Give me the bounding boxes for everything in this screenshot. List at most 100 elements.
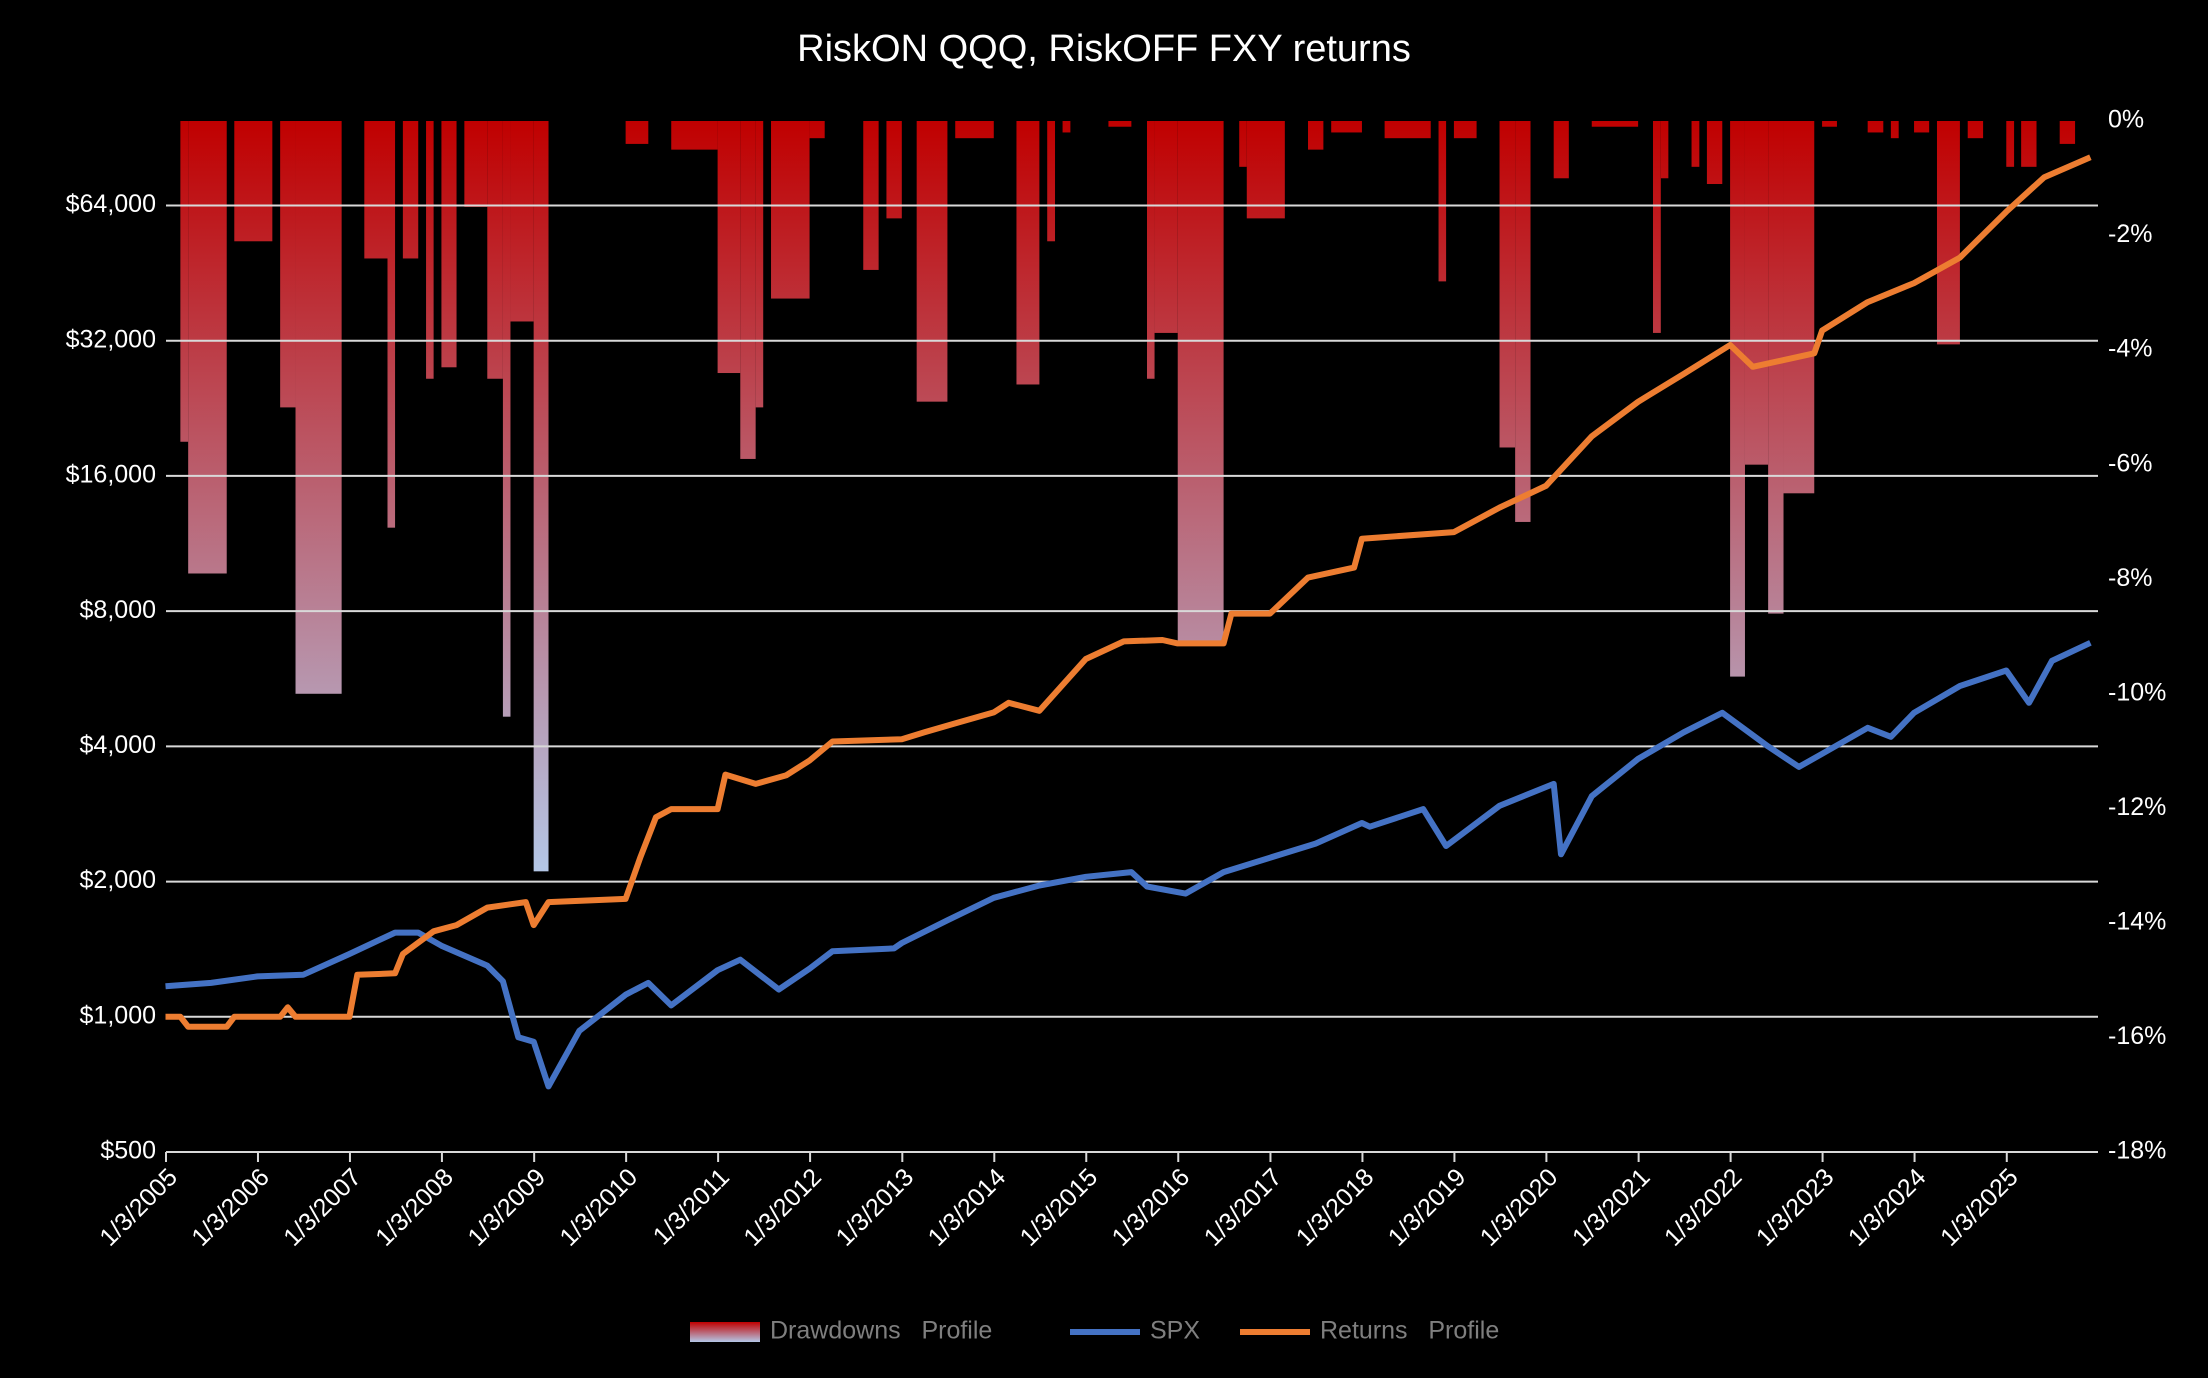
x-tick-label: 1/3/2020 xyxy=(1475,1163,1564,1252)
y2-tick-label: -6% xyxy=(2108,449,2152,477)
drawdown-bar xyxy=(1499,121,1516,448)
series-line xyxy=(165,154,2092,1030)
y2-tick-label: 0% xyxy=(2108,106,2144,134)
drawdown-bar xyxy=(717,121,741,374)
drawdown-bar xyxy=(1239,121,1247,167)
drawdown-bar xyxy=(364,121,388,259)
drawdown-bar xyxy=(1016,121,1040,385)
y-tick-label: $16,000 xyxy=(66,461,156,489)
drawdown-bar xyxy=(1384,121,1431,139)
drawdown-bar xyxy=(1246,121,1285,219)
drawdown-bar xyxy=(2021,121,2037,167)
y2-tick-label: -10% xyxy=(2108,678,2166,706)
drawdown-bar xyxy=(755,121,764,408)
drawdown-bar xyxy=(1652,121,1661,333)
drawdown-bar xyxy=(234,121,273,242)
drawdown-bar xyxy=(809,121,825,139)
y-tick-label: $1,000 xyxy=(80,1001,156,1029)
drawdown-bar xyxy=(1453,121,1477,139)
drawdown-bar xyxy=(1308,121,1324,150)
drawdown-bar xyxy=(1146,121,1155,379)
x-tick-label: 1/3/2005 xyxy=(94,1163,183,1252)
drawdown-bar xyxy=(1822,121,1837,127)
y2-tick-label: -4% xyxy=(2108,335,2152,363)
x-tick-label: 1/3/2013 xyxy=(831,1163,920,1252)
y-tick-label: $8,000 xyxy=(80,596,156,624)
x-tick-label: 1/3/2009 xyxy=(462,1163,551,1252)
drawdown-bar xyxy=(886,121,902,219)
x-tick-label: 1/3/2022 xyxy=(1659,1163,1748,1252)
drawdown-bar xyxy=(1936,121,1960,345)
x-tick-label: 1/3/2014 xyxy=(923,1163,1012,1252)
drawdown-bar xyxy=(1730,121,1745,677)
drawdown-bar xyxy=(188,121,227,574)
drawdown-bar xyxy=(916,121,948,402)
drawdown-bar xyxy=(1867,121,1884,133)
y2-tick-label: -12% xyxy=(2108,793,2166,821)
drawdown-bar xyxy=(1331,121,1362,133)
drawdown-bar xyxy=(1047,121,1056,242)
y2-tick-label: -2% xyxy=(2108,220,2152,248)
x-tick-label: 1/3/2017 xyxy=(1199,1163,1288,1252)
drawdown-bar xyxy=(740,121,756,459)
drawdown-bar xyxy=(671,121,718,150)
x-tick-label: 1/3/2018 xyxy=(1291,1163,1380,1252)
legend-label: Returns Profile xyxy=(1320,1317,1499,1345)
y-tick-label: $32,000 xyxy=(66,325,156,353)
series-line xyxy=(165,640,2092,1090)
drawdown-bar xyxy=(510,121,534,322)
legend-label: SPX xyxy=(1150,1317,1200,1345)
x-tick-label: 1/3/2021 xyxy=(1567,1163,1656,1252)
drawdown-bar xyxy=(502,121,511,717)
drawdown-bar xyxy=(280,121,296,408)
drawdown-bar xyxy=(1515,121,1531,522)
y-tick-label: $2,000 xyxy=(80,866,156,894)
drawdown-bar xyxy=(1591,121,1639,127)
x-tick-label: 1/3/2010 xyxy=(554,1163,643,1252)
drawdown-bar xyxy=(1967,121,1984,139)
y-tick-label: $64,000 xyxy=(66,190,156,218)
drawdown-bar xyxy=(1706,121,1723,185)
x-tick-label: 1/3/2012 xyxy=(738,1163,827,1252)
legend-label: Drawdowns Profile xyxy=(770,1317,992,1345)
x-tick-label: 1/3/2008 xyxy=(370,1163,459,1252)
drawdown-bar xyxy=(387,121,396,528)
drawdown-bar xyxy=(1691,121,1700,167)
drawdown-bar xyxy=(1108,121,1132,127)
drawdown-bar xyxy=(1177,121,1224,643)
y2-tick-label: -18% xyxy=(2108,1137,2166,1165)
chart-title: RiskON QQQ, RiskOFF FXY returns xyxy=(797,28,1411,70)
drawdown-bar xyxy=(464,121,488,207)
drawdown-bar xyxy=(1553,121,1569,179)
drawdown-bar xyxy=(487,121,503,379)
x-tick-label: 1/3/2024 xyxy=(1843,1163,1932,1252)
x-tick-label: 1/3/2011 xyxy=(648,1163,735,1250)
legend-swatch xyxy=(690,1322,760,1342)
drawdown-bar xyxy=(1438,121,1447,282)
x-tick-label: 1/3/2015 xyxy=(1015,1163,1104,1252)
drawdown-bar xyxy=(533,121,549,872)
drawdown-bar xyxy=(771,121,810,299)
x-tick-label: 1/3/2007 xyxy=(278,1163,367,1252)
drawdown-bar xyxy=(1914,121,1930,133)
x-tick-label: 1/3/2019 xyxy=(1383,1163,1472,1252)
y-tick-label: $4,000 xyxy=(80,731,156,759)
x-tick-label: 1/3/2016 xyxy=(1107,1163,1196,1252)
drawdown-bar xyxy=(1062,121,1071,133)
drawdown-bar xyxy=(2059,121,2076,144)
drawdown-bar xyxy=(1154,121,1178,333)
drawdown-bar xyxy=(295,121,342,694)
drawdown-bar xyxy=(955,121,994,139)
y-tick-label: $500 xyxy=(100,1137,156,1165)
x-tick-label: 1/3/2023 xyxy=(1751,1163,1840,1252)
y2-tick-label: -14% xyxy=(2108,907,2166,935)
y2-tick-label: -16% xyxy=(2108,1022,2166,1050)
drawdown-bar xyxy=(863,121,879,270)
y2-tick-label: -8% xyxy=(2108,564,2152,592)
drawdown-bar xyxy=(625,121,649,144)
drawdown-bar xyxy=(1890,121,1899,139)
drawdown-bar xyxy=(1660,121,1669,179)
x-tick-label: 1/3/2006 xyxy=(186,1163,275,1252)
